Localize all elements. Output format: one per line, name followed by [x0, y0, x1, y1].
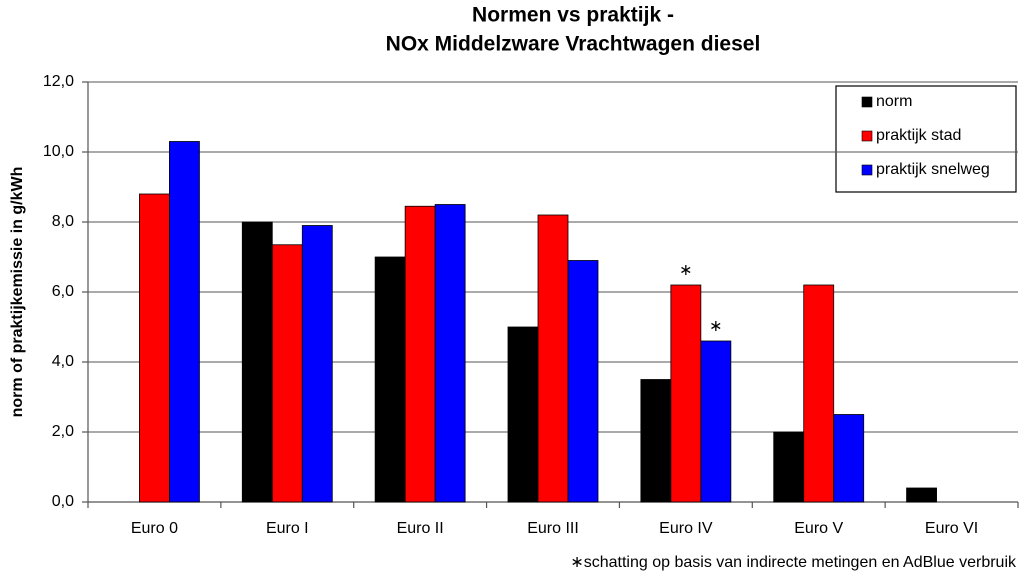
- x-tick-label: Euro V: [794, 520, 843, 537]
- bar: [833, 414, 865, 503]
- bar: [271, 244, 303, 503]
- x-tick-label: Euro I: [266, 520, 309, 537]
- y-tick-label: 6,0: [52, 283, 74, 300]
- x-tick-label: Euro VI: [925, 520, 978, 537]
- annotation: ∗: [679, 262, 692, 279]
- bar: [434, 204, 466, 503]
- bar: [301, 225, 333, 503]
- x-tick-label: Euro IV: [659, 520, 713, 537]
- y-tick-label: 8,0: [52, 213, 74, 230]
- chart-title: Normen vs praktijk -: [472, 4, 674, 27]
- bar: [700, 340, 732, 503]
- x-tick-label: Euro 0: [131, 520, 178, 537]
- bar: [507, 326, 539, 503]
- bar: [567, 260, 599, 503]
- y-tick-label: 12,0: [43, 73, 74, 90]
- x-tick-label: Euro II: [397, 520, 444, 537]
- annotation: ∗: [709, 318, 722, 335]
- y-tick-label: 4,0: [52, 353, 74, 370]
- y-axis-label: norm of praktijkemissie in g/kWh: [9, 167, 26, 418]
- bar: [906, 487, 937, 503]
- footnote: ∗schatting op basis van indirecte meting…: [570, 554, 1017, 571]
- y-tick-label: 0,0: [52, 493, 74, 510]
- legend-label: norm: [876, 93, 912, 110]
- legend-swatch: [861, 130, 873, 142]
- legend-swatch: [861, 164, 873, 176]
- bar: [169, 141, 200, 503]
- legend-swatch: [861, 96, 873, 108]
- legend-label: praktijk snelweg: [876, 161, 990, 178]
- chart-title: NOx Middelzware Vrachtwagen diesel: [386, 33, 761, 56]
- bar: [241, 221, 273, 503]
- y-tick-label: 2,0: [52, 423, 74, 440]
- bar: [537, 214, 569, 503]
- x-tick-label: Euro III: [527, 520, 579, 537]
- bar: [640, 379, 672, 503]
- bar: [773, 431, 805, 503]
- bar: [404, 205, 436, 503]
- bar: [139, 193, 170, 503]
- bar: [670, 284, 702, 503]
- legend-label: praktijk stad: [876, 127, 961, 144]
- bar: [374, 256, 406, 503]
- y-tick-label: 10,0: [43, 143, 74, 160]
- bar: [803, 284, 835, 503]
